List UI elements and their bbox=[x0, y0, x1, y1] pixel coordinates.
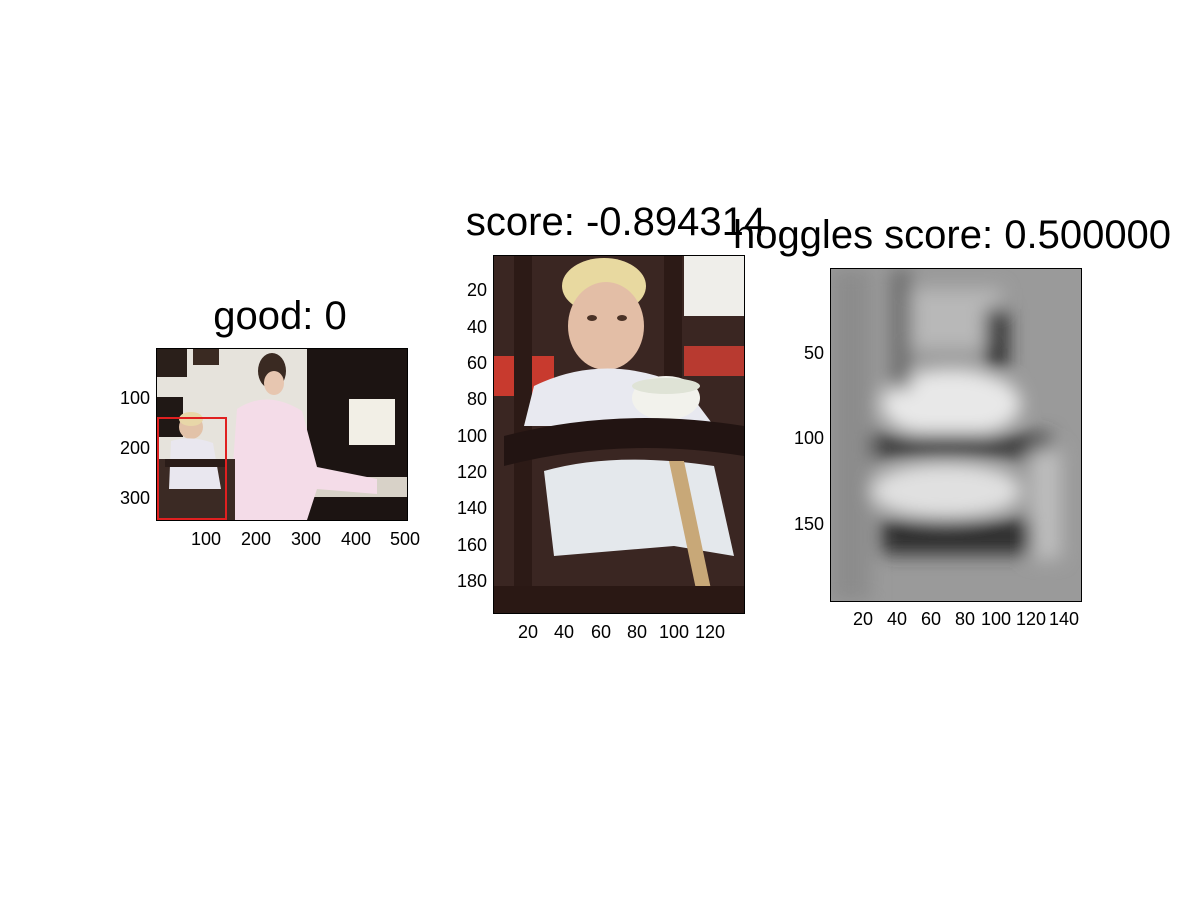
panel-2-xtick: 100 bbox=[658, 622, 690, 642]
panel-3-xtick: 140 bbox=[1048, 609, 1080, 629]
panel-2-ytick: 100 bbox=[456, 426, 487, 446]
panel-1-ytick: 300 bbox=[119, 488, 150, 508]
panel-2-xtick: 60 bbox=[590, 622, 612, 642]
panel-3-xtick: 100 bbox=[980, 609, 1012, 629]
panel-3-xtick: 60 bbox=[920, 609, 942, 629]
panel-3-xtick: 20 bbox=[852, 609, 874, 629]
panel-3-ytick: 150 bbox=[793, 514, 824, 534]
panel-1-ytick: 200 bbox=[119, 438, 150, 458]
panel-3-xtick: 40 bbox=[886, 609, 908, 629]
bbox-rectangle bbox=[157, 417, 227, 520]
panel-2-xtick: 40 bbox=[553, 622, 575, 642]
panel-2-title: score: -0.894314 bbox=[465, 200, 767, 244]
panel-3-image bbox=[831, 269, 1081, 601]
panel-2-ytick: 80 bbox=[466, 389, 487, 409]
panel-1-xtick: 500 bbox=[389, 529, 421, 549]
panel-2-ytick: 180 bbox=[456, 571, 487, 591]
panel-1-axes bbox=[156, 348, 408, 521]
panel-1-xtick: 100 bbox=[190, 529, 222, 549]
panel-2-ytick: 60 bbox=[466, 353, 487, 373]
panel-3-ytick: 50 bbox=[803, 343, 824, 363]
panel-1-xtick: 400 bbox=[340, 529, 372, 549]
panel-1-xtick: 200 bbox=[240, 529, 272, 549]
panel-2-ytick: 140 bbox=[456, 498, 487, 518]
panel-1-image bbox=[157, 349, 407, 520]
panel-1-xtick: 300 bbox=[290, 529, 322, 549]
panel-2-ytick: 120 bbox=[456, 462, 487, 482]
panel-2-ytick: 160 bbox=[456, 535, 487, 555]
panel-3-ytick: 100 bbox=[793, 428, 824, 448]
panel-2-xtick: 20 bbox=[517, 622, 539, 642]
panel-2-axes bbox=[493, 255, 745, 614]
panel-2-xtick: 80 bbox=[626, 622, 648, 642]
panel-2-ytick: 20 bbox=[466, 280, 487, 300]
panel-3-axes bbox=[830, 268, 1082, 602]
panel-1-ytick: 100 bbox=[119, 388, 150, 408]
panel-2-ytick: 40 bbox=[466, 317, 487, 337]
panel-3-title: hoggles score: 0.500000 bbox=[732, 213, 1172, 257]
panel-3-xtick: 80 bbox=[954, 609, 976, 629]
panel-3-xtick: 120 bbox=[1015, 609, 1047, 629]
panel-1-title: good: 0 bbox=[213, 294, 347, 338]
panel-2-image bbox=[494, 256, 744, 613]
panel-2-xtick: 120 bbox=[694, 622, 726, 642]
